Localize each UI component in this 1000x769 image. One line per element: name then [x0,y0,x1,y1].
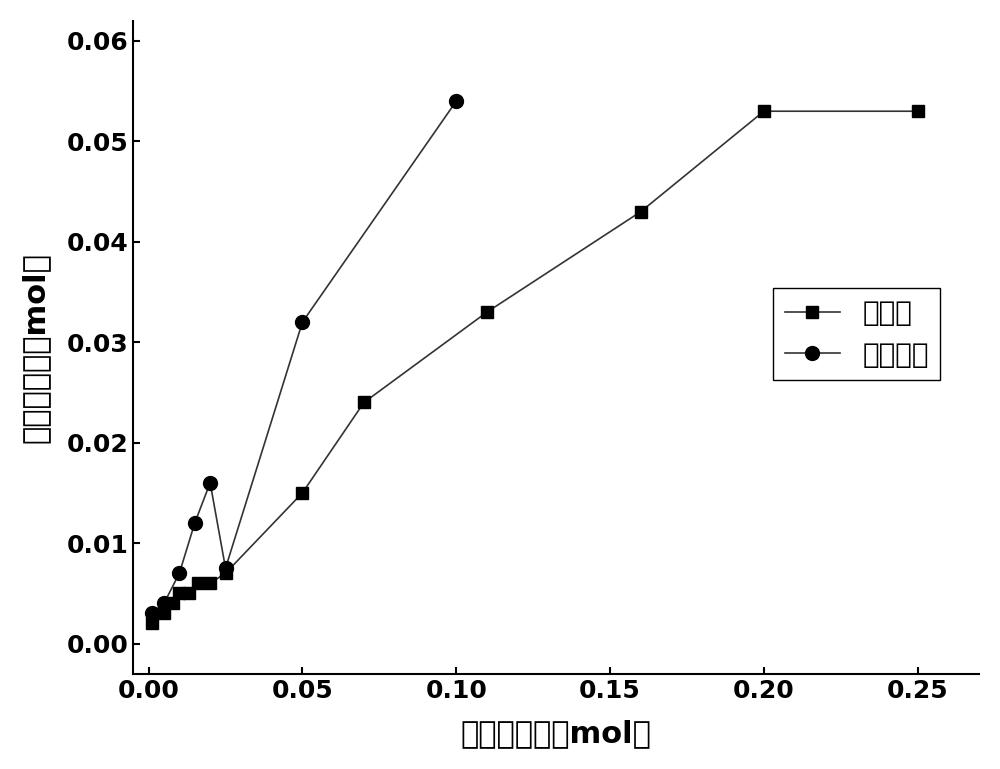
氢氟酸 [167,599,179,608]
氢氧化錢 [296,318,308,327]
氢氧化錢 [450,97,462,106]
氢氧化錢 [158,599,170,608]
氢氟酸 [296,488,308,498]
氢氟酸 [912,107,924,116]
氢氟酸 [635,207,647,216]
氢氟酸 [158,609,170,618]
氢氟酸 [481,308,493,317]
氢氧化錢 [173,568,185,578]
氢氧化錢 [146,609,158,618]
氢氟酸 [358,398,370,407]
Line: 氢氟酸: 氢氟酸 [145,105,924,630]
氢氧化錢 [220,564,232,573]
Line: 氢氧化錢: 氢氧化錢 [145,95,463,621]
X-axis label: 浸出剂用量（mol）: 浸出剂用量（mol） [461,719,652,748]
氢氟酸 [173,589,185,598]
氢氟酸 [220,568,232,578]
氢氧化錢 [204,478,216,488]
氢氧化錢 [189,518,201,528]
氢氟酸 [758,107,770,116]
氢氟酸 [204,578,216,588]
Y-axis label: 石英溢解量（mol）: 石英溢解量（mol） [21,251,50,443]
氢氟酸 [146,619,158,628]
氢氟酸 [183,589,195,598]
氢氟酸 [192,578,204,588]
Legend: 氢氟酸, 氢氧化錢: 氢氟酸, 氢氧化錢 [773,288,940,380]
